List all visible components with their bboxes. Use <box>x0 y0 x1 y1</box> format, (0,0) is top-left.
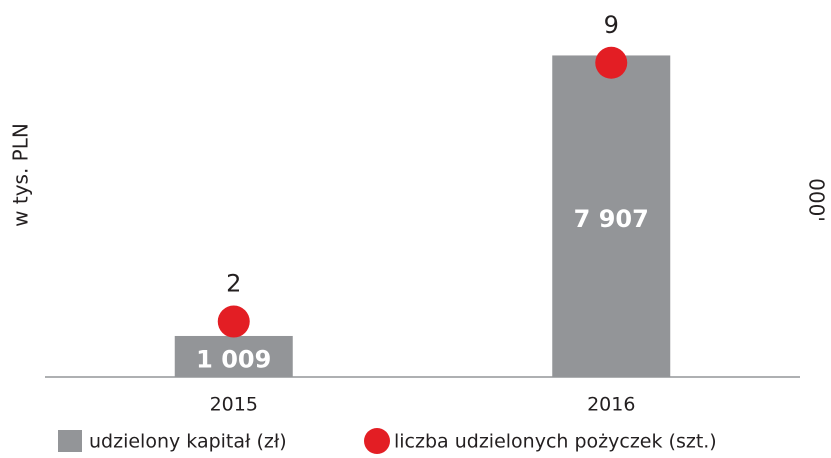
y2-axis-label: 000' <box>805 178 829 222</box>
bar-value-label: 7 907 <box>574 205 649 233</box>
dot <box>595 46 628 79</box>
bar <box>552 55 671 377</box>
legend-label: udzielony kapitał (zł) <box>89 431 287 453</box>
dot-value-label: 9 <box>604 11 619 39</box>
dot-value-label: 2 <box>226 270 241 298</box>
bar <box>174 335 293 377</box>
y-axis-label: w tys. PLN <box>9 123 33 227</box>
legend-swatch <box>58 430 82 452</box>
x-tick-label: 2016 <box>587 394 635 416</box>
legend-swatch <box>364 428 390 454</box>
dot <box>217 305 250 338</box>
x-tick-label: 2015 <box>210 394 258 416</box>
bar-value-label: 1 009 <box>196 345 271 373</box>
legend-label: liczba udzielonych pożyczek (szt.) <box>394 431 717 453</box>
